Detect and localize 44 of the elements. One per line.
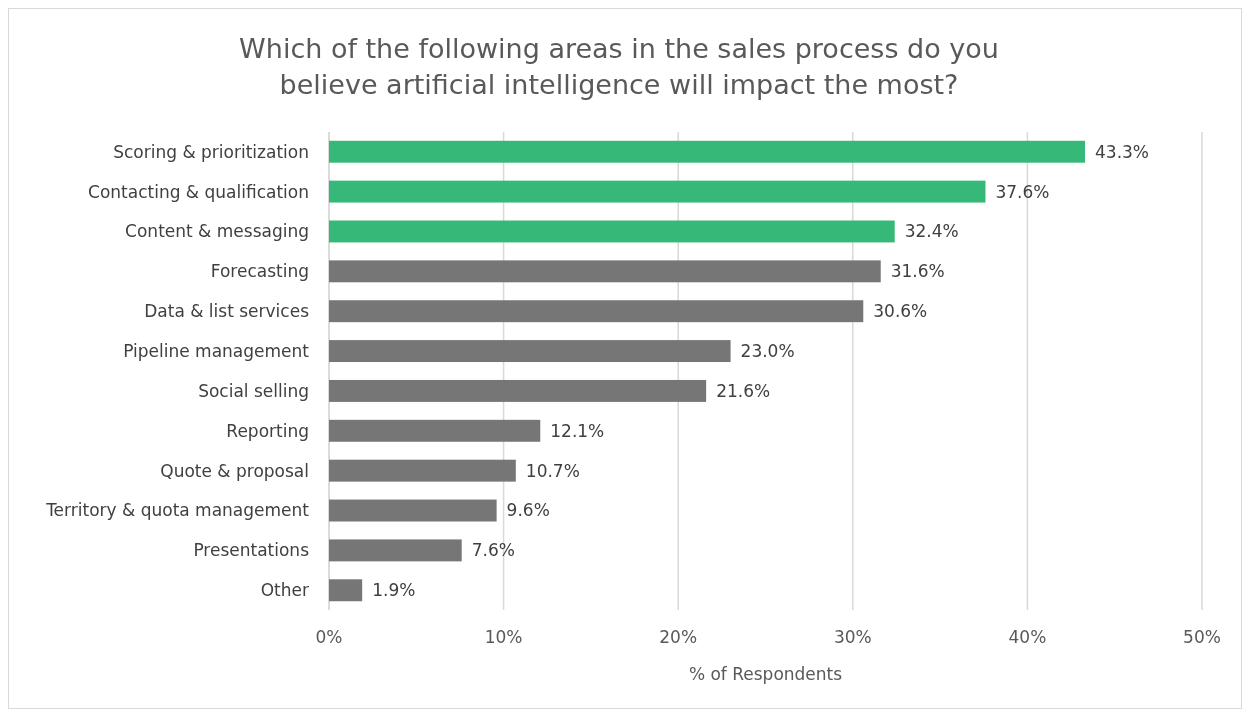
bar bbox=[329, 140, 1086, 163]
x-axis-title: % of Respondents bbox=[688, 664, 843, 684]
x-tick-label: 40% bbox=[1008, 627, 1047, 647]
y-tick-label: Reporting bbox=[226, 420, 309, 441]
bar bbox=[329, 459, 516, 482]
bar bbox=[329, 499, 497, 522]
bar bbox=[329, 180, 986, 203]
data-label: 30.6% bbox=[873, 301, 928, 322]
data-label: 21.6% bbox=[716, 380, 771, 401]
bar bbox=[329, 379, 707, 402]
x-tick-label: 10% bbox=[484, 627, 523, 647]
data-label: 43.3% bbox=[1095, 141, 1150, 162]
data-label: 37.6% bbox=[995, 181, 1050, 202]
bar bbox=[329, 340, 731, 363]
y-tick-label: Quote & proposal bbox=[160, 460, 309, 481]
bar bbox=[329, 419, 541, 442]
y-tick-label: Data & list services bbox=[144, 301, 310, 322]
data-label: 10.7% bbox=[525, 460, 580, 481]
data-label: 23.0% bbox=[740, 341, 795, 362]
bar bbox=[329, 220, 895, 243]
x-tick-label: 30% bbox=[833, 627, 872, 647]
data-label: 7.6% bbox=[471, 540, 515, 561]
data-label: 1.9% bbox=[372, 580, 416, 601]
y-tick-label: Other bbox=[260, 580, 309, 601]
data-label: 32.4% bbox=[904, 221, 959, 242]
bar bbox=[329, 579, 363, 602]
y-tick-label: Scoring & prioritization bbox=[113, 141, 309, 162]
x-tick-label: 20% bbox=[659, 627, 698, 647]
y-tick-label: Territory & quota management bbox=[45, 500, 310, 521]
bar bbox=[329, 300, 864, 323]
y-tick-label: Forecasting bbox=[210, 261, 309, 282]
x-tick-label: 0% bbox=[315, 627, 343, 647]
y-tick-label: Pipeline management bbox=[123, 341, 310, 362]
y-tick-label: Presentations bbox=[193, 540, 310, 561]
y-tick-label: Social selling bbox=[198, 380, 309, 401]
y-tick-label: Content & messaging bbox=[125, 221, 309, 242]
data-label: 9.6% bbox=[506, 500, 550, 521]
bar bbox=[329, 260, 881, 283]
x-tick-label: 50% bbox=[1183, 627, 1221, 647]
bar bbox=[329, 539, 462, 562]
data-label: 31.6% bbox=[890, 261, 945, 282]
data-label: 12.1% bbox=[550, 420, 605, 441]
chart-title: Which of the following areas in the sales process do you believe artificial intelligence will impact the most? bbox=[239, 33, 999, 100]
y-tick-label: Contacting & qualification bbox=[88, 181, 309, 202]
